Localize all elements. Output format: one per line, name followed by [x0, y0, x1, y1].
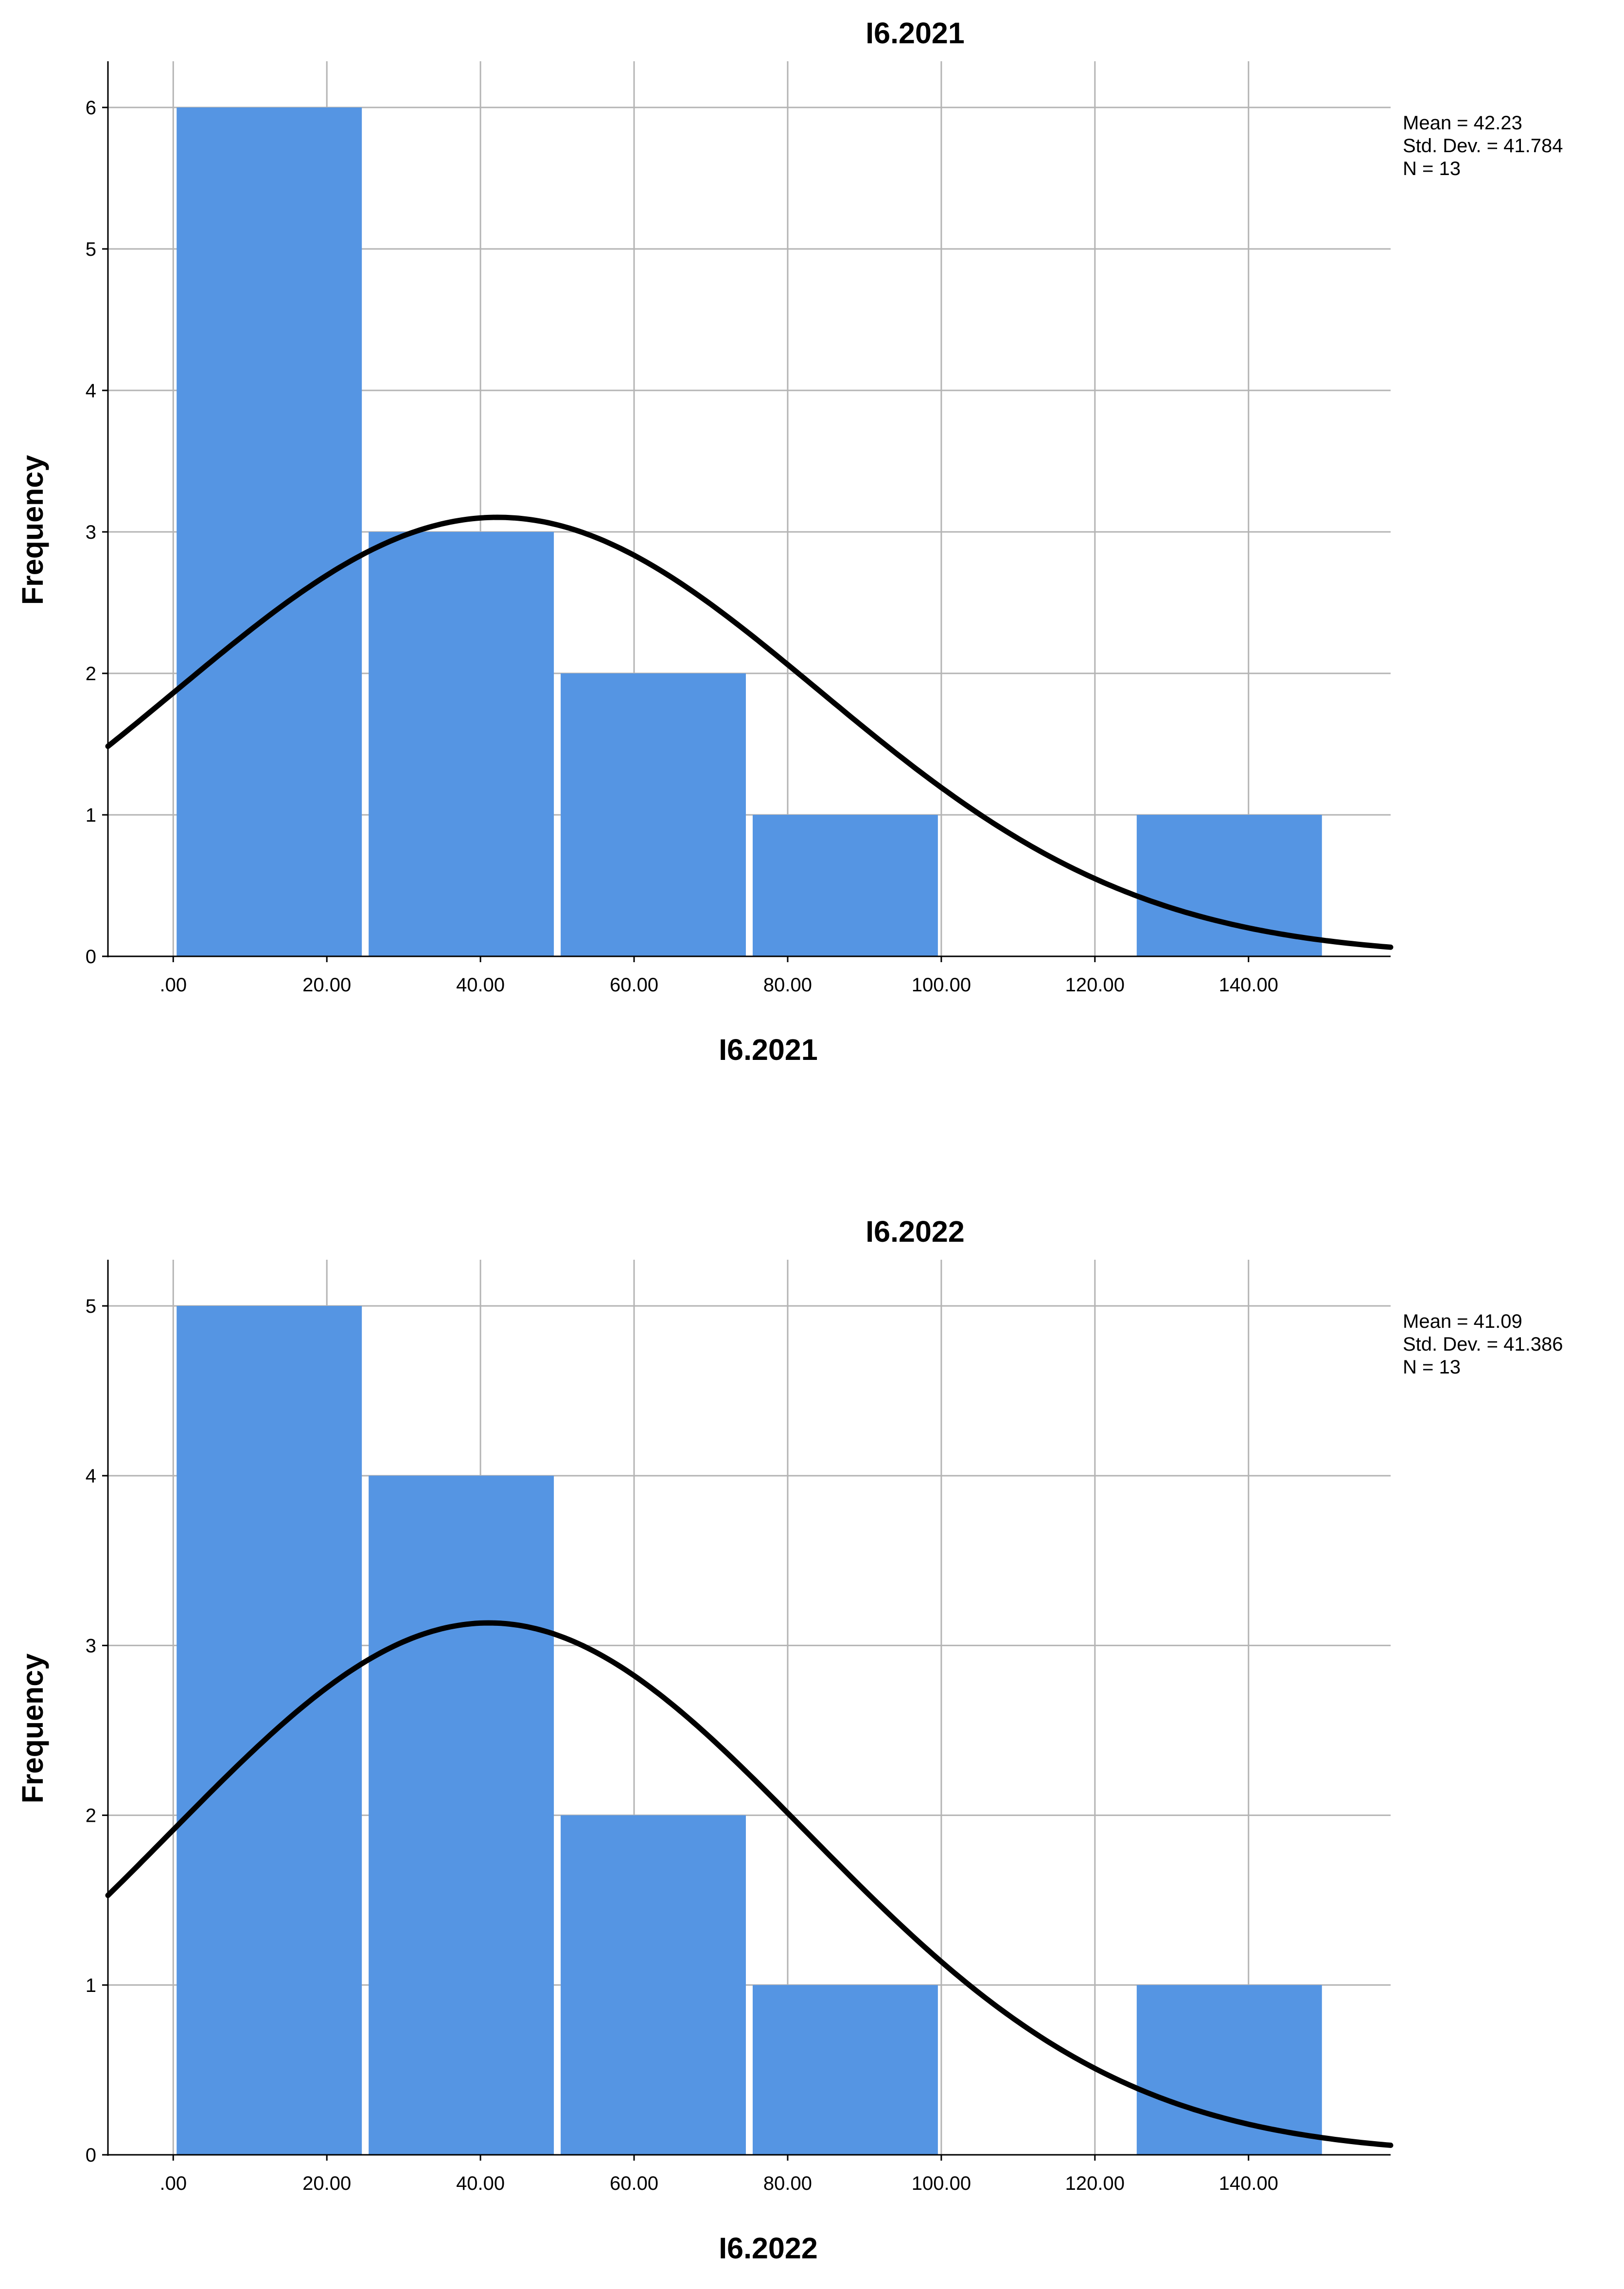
std-dev-stat: Std. Dev. = 41.784 [1403, 135, 1563, 157]
y-tick-label: 0 [86, 946, 96, 968]
x-tick-label: 120.00 [1065, 974, 1125, 996]
axes [102, 61, 1391, 962]
x-tick-label: .00 [159, 974, 187, 996]
chart-title: I6.2021 [865, 17, 965, 50]
y-axis-label: Frequency [16, 455, 49, 605]
histogram-bar [1136, 815, 1322, 956]
x-tick-label: 100.00 [912, 974, 971, 996]
y-tick-label: 6 [86, 97, 96, 119]
histogram-bar [561, 673, 746, 956]
axes [102, 1260, 1391, 2161]
y-tick-label: 4 [86, 380, 96, 402]
x-tick-label: 40.00 [456, 974, 505, 996]
histogram-i6-2022: I6.2022 I6.2022 Frequency Mean = 41.09 S… [16, 1215, 1563, 2265]
histogram-bar [177, 107, 362, 956]
y-tick-label: 2 [86, 1805, 96, 1827]
chart-title: I6.2022 [865, 1215, 965, 1248]
x-tick-label: 100.00 [912, 2173, 971, 2194]
x-tick-label: .00 [159, 2173, 187, 2194]
y-tick-label: 4 [86, 1465, 96, 1487]
histogram-bar [1136, 1985, 1322, 2155]
x-tick-label: 40.00 [456, 2173, 505, 2194]
tick-labels: 0 1 2 3 4 5 6 .00 20.00 40.00 60.00 80.00 100.00 120.… [86, 97, 1278, 996]
bars [177, 1306, 1322, 2155]
histogram-bar [753, 815, 938, 956]
y-tick-label: 3 [86, 522, 96, 543]
x-tick-label: 60.00 [610, 974, 658, 996]
histogram-bar [369, 1476, 554, 2155]
y-tick-label: 1 [86, 1975, 96, 1996]
summary-stats: Mean = 41.09 Std. Dev. = 41.386 N = 13 [1403, 1311, 1563, 1378]
normal-curve [105, 514, 1394, 950]
x-tick-label: 20.00 [302, 974, 351, 996]
x-tick-label: 140.00 [1219, 2173, 1278, 2194]
y-tick-label: 1 [86, 805, 96, 826]
x-tick-label: 20.00 [302, 2173, 351, 2194]
y-tick-label: 3 [86, 1635, 96, 1656]
n-stat: N = 13 [1403, 1356, 1461, 1378]
summary-stats: Mean = 42.23 Std. Dev. = 41.784 N = 13 [1403, 112, 1563, 179]
histogram-bar [177, 1306, 362, 2155]
mean-stat: Mean = 42.23 [1403, 112, 1522, 134]
x-tick-label: 80.00 [763, 2173, 812, 2194]
x-tick-label: 120.00 [1065, 2173, 1125, 2194]
tick-labels: 0 1 2 3 4 5 .00 20.00 40.00 60.00 80.00 100.00 120.0… [86, 1296, 1278, 2194]
x-tick-label: 60.00 [610, 2173, 658, 2194]
x-tick-label: 140.00 [1219, 974, 1278, 996]
y-tick-label: 5 [86, 239, 96, 260]
histogram-bar [369, 532, 554, 956]
x-axis-label: I6.2021 [719, 1033, 818, 1066]
n-stat: N = 13 [1403, 158, 1461, 179]
std-dev-stat: Std. Dev. = 41.386 [1403, 1334, 1563, 1355]
y-tick-label: 0 [86, 2145, 96, 2166]
x-tick-label: 80.00 [763, 974, 812, 996]
histogram-i6-2021: I6.2021 I6.2021 Frequency Mean = 42.23 S… [16, 17, 1563, 1066]
y-tick-label: 2 [86, 663, 96, 685]
histogram-bar [753, 1985, 938, 2155]
histogram-bar [561, 1815, 746, 2155]
y-axis-label: Frequency [16, 1654, 49, 1804]
y-tick-label: 5 [86, 1296, 96, 1317]
x-axis-label: I6.2022 [719, 2232, 818, 2265]
mean-stat: Mean = 41.09 [1403, 1311, 1522, 1332]
bars [177, 107, 1322, 956]
normal-curve [105, 1620, 1394, 2148]
